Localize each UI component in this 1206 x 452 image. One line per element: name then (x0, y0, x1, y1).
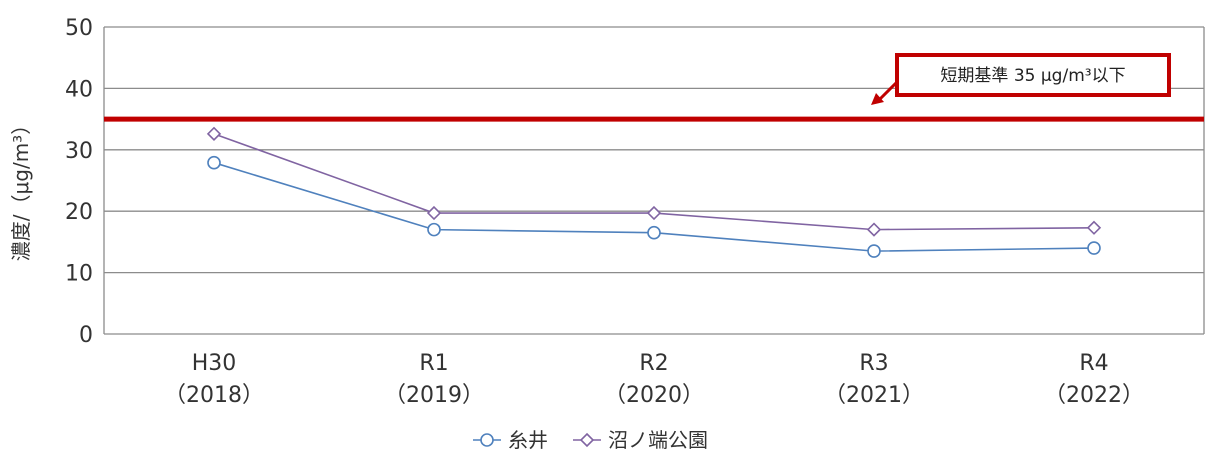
x-tick-label-2-0: R2 (639, 351, 668, 376)
x-tick-label-1-1: （2019） (384, 383, 484, 408)
point-1-3 (866, 222, 882, 237)
y-tick-label-40: 40 (65, 77, 93, 102)
point-1-0 (206, 126, 222, 141)
legend: 糸井 沼ノ端公園 (473, 428, 708, 452)
x-tick-label-3-0: R3 (859, 351, 888, 376)
y-tick-labels: 0 10 20 30 40 50 (65, 16, 93, 348)
point-0-1 (427, 222, 441, 237)
x-tick-label-2-1: （2020） (604, 383, 704, 408)
point-1-2 (646, 205, 662, 221)
annotation-arrowhead (871, 93, 884, 105)
y-tick-label-20: 20 (65, 200, 93, 225)
series-1 (206, 126, 1102, 237)
legend-marker-0 (480, 433, 494, 447)
x-tick-label-1-0: R1 (419, 351, 448, 376)
point-0-2 (647, 225, 661, 240)
x-tick-label-3-1: （2021） (824, 383, 924, 408)
point-0-4 (1087, 241, 1101, 255)
annotation-callout: 短期基準 35 μg/m³以下 (871, 53, 1171, 105)
legend-marker-1 (579, 432, 595, 448)
y-tick-label-50: 50 (65, 16, 93, 41)
y-tick-label-0: 0 (79, 323, 93, 348)
x-tick-labels: H30 （2018） R1 （2019） R2 （2020） R3 （2021） R4 （2022… (164, 351, 1144, 408)
annotation-text: 短期基準 35 μg/m³以下 (940, 66, 1125, 86)
series-group (206, 126, 1102, 258)
point-0-3 (867, 244, 881, 258)
y-tick-label-10: 10 (65, 262, 93, 287)
x-tick-label-0-1: （2018） (164, 383, 264, 408)
point-1-4 (1086, 220, 1102, 235)
x-tick-label-0-0: H30 (192, 351, 237, 376)
y-tick-label-30: 30 (65, 139, 93, 164)
legend-label-1: 沼ノ端公園 (608, 428, 708, 452)
series-0 (207, 155, 1101, 258)
legend-label-0: 糸井 (508, 428, 548, 452)
y-axis-label: 濃度/（μg/m³） (9, 115, 33, 261)
point-1-1 (426, 205, 442, 221)
point-0-0 (207, 155, 221, 170)
x-tick-label-4-1: （2022） (1044, 383, 1144, 408)
annotation-box (895, 53, 1171, 97)
x-tick-label-4-0: R4 (1079, 351, 1108, 376)
annotation-arrow-shaft (878, 80, 899, 101)
axes (103, 27, 1205, 335)
